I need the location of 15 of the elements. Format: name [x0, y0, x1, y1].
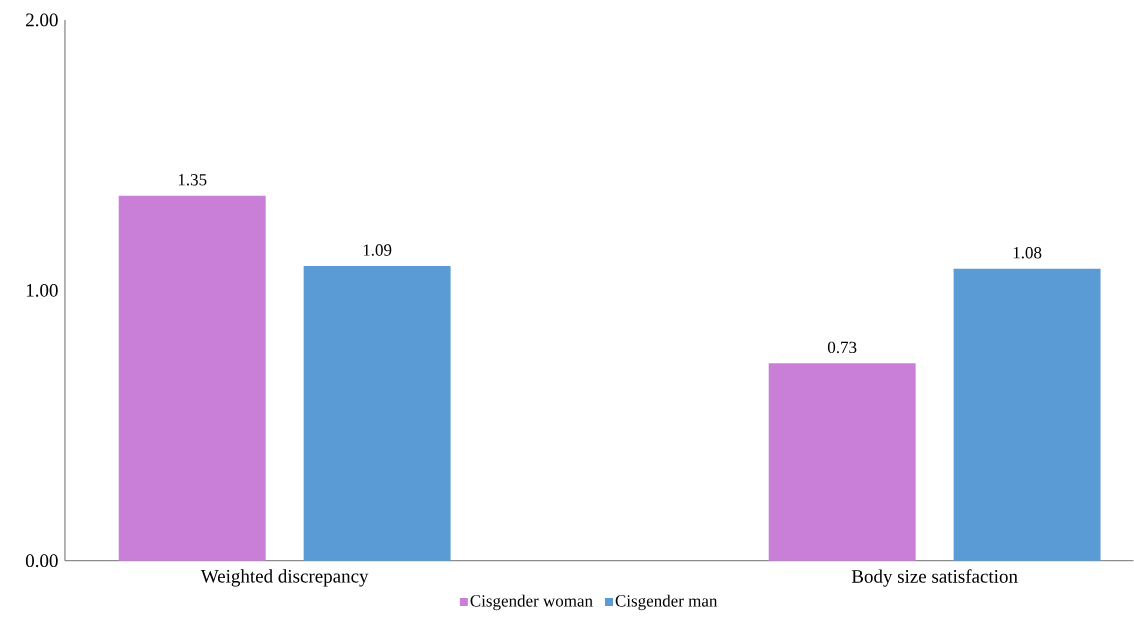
- x-tick-label: Body size satisfaction: [851, 569, 1018, 587]
- legend-label: Cisgender woman: [470, 594, 593, 611]
- data-label: 1.35: [178, 174, 207, 186]
- bar: [118, 195, 266, 561]
- x-tick-label: Weighted discrepancy: [200, 569, 369, 587]
- bar: [303, 266, 451, 561]
- bar: [953, 268, 1101, 561]
- data-label: 0.73: [827, 341, 857, 354]
- y-tick-label: 2.00: [26, 13, 58, 27]
- data-label: 1.09: [363, 244, 392, 256]
- legend-label: Cisgender man: [615, 594, 718, 611]
- data-label: 1.08: [1013, 247, 1042, 259]
- y-tick-label: 1.00: [26, 284, 58, 297]
- y-tick-label: 0.00: [25, 554, 58, 568]
- bar: [768, 363, 916, 561]
